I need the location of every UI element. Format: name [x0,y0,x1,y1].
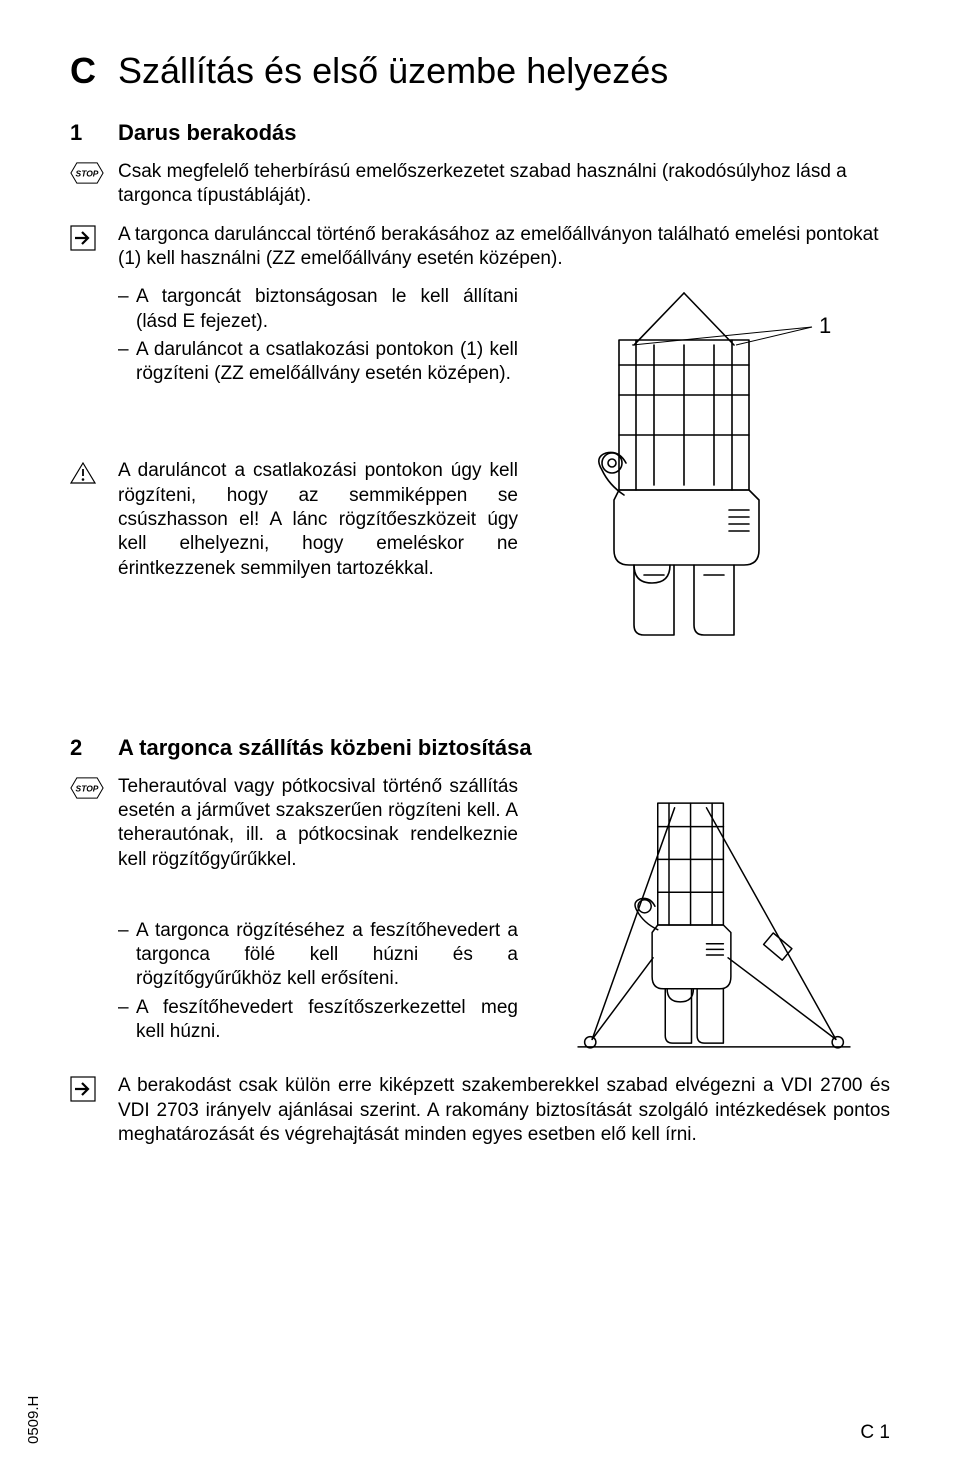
section-1-bullet-list: A targoncát biztonságosan le kell állíta… [118,285,518,386]
chapter-heading: C Szállítás és első üzembe helyezés [70,50,890,92]
section-2-heading: 2 A targonca szállítás közbeni biztosítá… [70,735,890,761]
footer-doc-code: 0509.H [25,1396,42,1444]
section-2-arrow-text: A berakodást csak külön erre kiképzett s… [118,1074,890,1147]
section-1-arrow-text: A targonca darulánccal történő berakásáh… [118,223,890,272]
figure-1-container: 1 [538,285,890,645]
section-2-bullet-list: A targonca rögzítéséhez a feszítőheveder… [118,919,518,1045]
list-item: A daruláncot a csatlakozási pontokon (1)… [118,338,518,387]
section-1-heading: 1 Darus berakodás [70,120,890,146]
figure-callout-1: 1 [819,313,831,338]
section-1-number: 1 [70,120,118,146]
footer-page-number: C 1 [860,1422,890,1444]
chapter-title: Szállítás és első üzembe helyezés [118,50,668,92]
section-2-arrow-block: A berakodást csak külön erre kiképzett s… [70,1074,890,1147]
section-1-warn-text: A daruláncot a csatlakozási pontokon úgy… [118,459,518,581]
section-1-arrow-block: A targonca darulánccal történő berakásáh… [70,223,890,272]
chapter-letter: C [70,50,118,92]
section-2-number: 2 [70,735,118,761]
list-item: A targoncát biztonságosan le kell állíta… [118,285,518,334]
stop-icon: STOP [70,160,118,209]
forklift-crane-illustration: 1 [564,285,864,645]
page-footer: 0509.H C 1 [70,1422,890,1444]
arrow-right-icon [70,223,118,272]
section-1-title: Darus berakodás [118,120,297,146]
section-2-title: A targonca szállítás közbeni biztosítása [118,735,532,761]
page: C Szállítás és első üzembe helyezés 1 Da… [0,0,960,1474]
section-1-stop-block: STOP Csak megfelelő teherbírású emelősze… [70,160,890,209]
section-1-stop-text: Csak megfelelő teherbírású emelőszerkeze… [118,160,890,209]
svg-text:STOP: STOP [76,168,99,178]
figure-2-container [538,775,890,1075]
list-item: A feszítőhevedert feszítőszerkezettel me… [118,996,518,1045]
svg-text:STOP: STOP [76,783,99,793]
forklift-transport-illustration [554,775,874,1075]
list-item: A targonca rögzítéséhez a feszítőheveder… [118,919,518,992]
arrow-right-icon [70,1074,118,1147]
warning-icon [70,459,118,581]
